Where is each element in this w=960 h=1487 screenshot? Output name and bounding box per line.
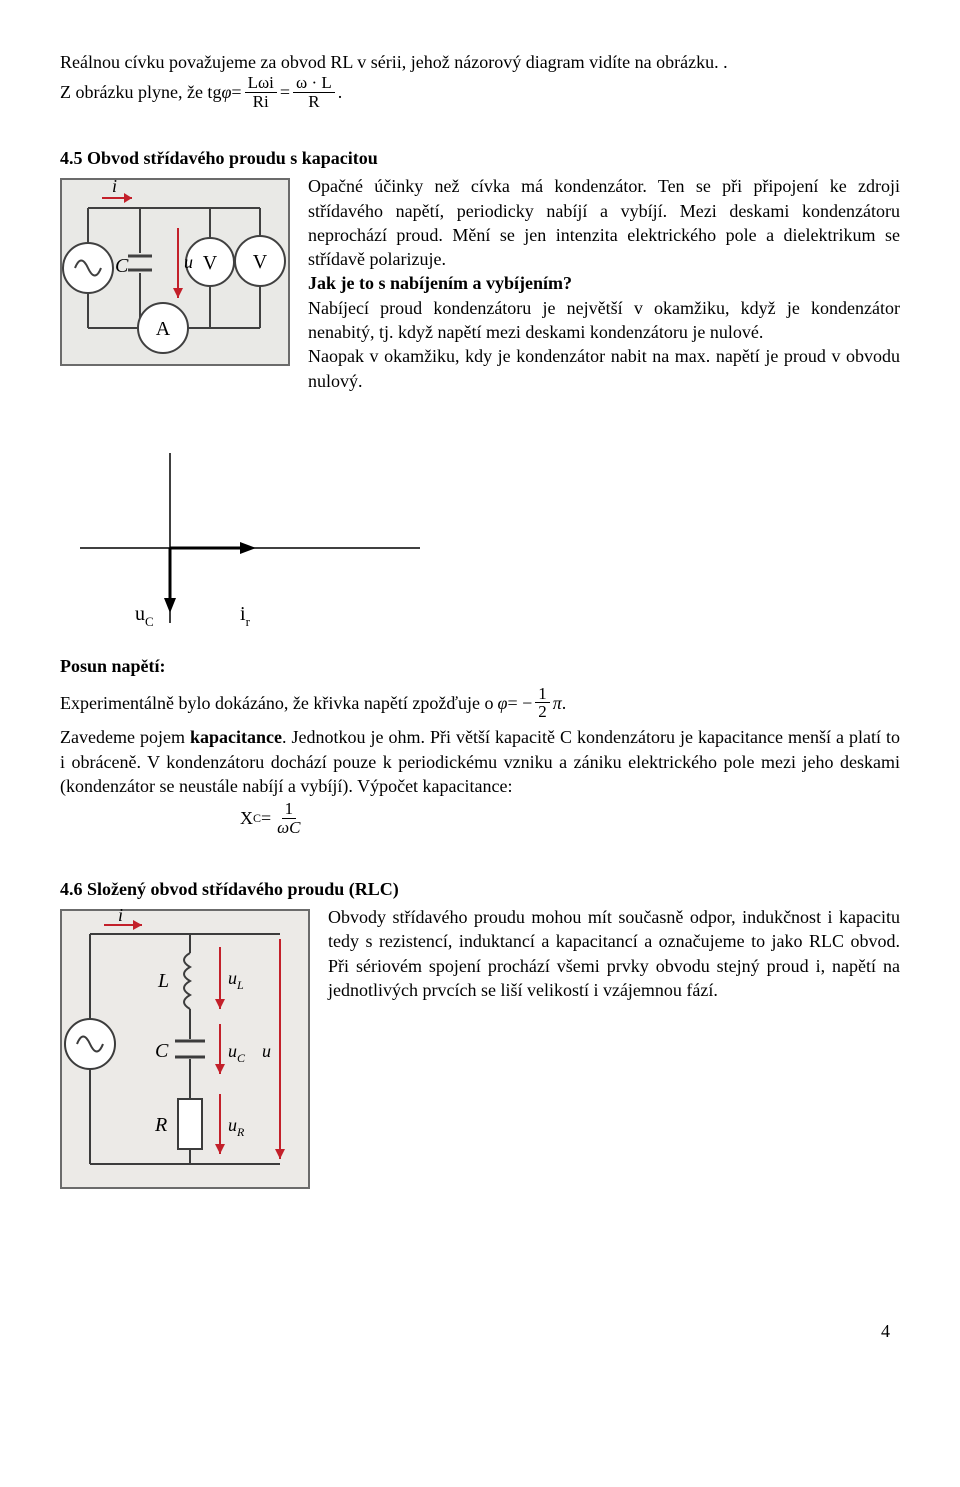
posun-body: Zavedeme pojem kapacitance. Jednotkou je…: [60, 725, 900, 798]
svg-text:V: V: [203, 252, 218, 274]
section-4-5-title: 4.5 Obvod střídavého proudu s kapacitou: [60, 146, 900, 170]
svg-text:L: L: [157, 970, 169, 992]
fraction-2: ω · L R: [293, 74, 335, 111]
svg-text:A: A: [156, 318, 171, 340]
svg-text:ir: ir: [240, 603, 251, 628]
intro-line2-prefix: Z obrázku plyne, že tg: [60, 80, 221, 104]
intro-period: .: [338, 80, 343, 104]
section-4-5-body: V A i u C V Opačné účinky než cívka má k…: [60, 174, 900, 393]
svg-text:i: i: [112, 178, 117, 196]
svg-text:C: C: [155, 1040, 169, 1062]
svg-text:R: R: [154, 1114, 167, 1136]
svg-text:u: u: [184, 252, 193, 272]
eq-sign-1: =: [231, 80, 241, 104]
sec45-body3a: Naopak v okamžiku, kdy je kondenzátor na…: [308, 346, 765, 366]
sec45-body1: Opačné účinky než cívka má kondenzátor. …: [308, 176, 900, 269]
circuit-diagram-rlc: L C R i uL uC: [60, 909, 310, 1189]
eq-sign-2: =: [280, 80, 290, 104]
fraction-1: Lωi Ri: [245, 74, 277, 111]
svg-text:u: u: [262, 1041, 271, 1061]
resistor-icon: [178, 1099, 202, 1149]
phasor-diagram: uC ir: [80, 448, 420, 628]
sec45-body2: Nabíjecí proud kondenzátoru je největší …: [308, 298, 900, 342]
xc-formula: XC = 1 ωC: [240, 800, 900, 837]
svg-text:i: i: [118, 909, 123, 925]
sec45-question: Jak je to s nabíjením a vybíjením?: [308, 273, 572, 293]
section-4-6-body: L C R i uL uC: [60, 905, 900, 1199]
section-4-6-title: 4.6 Složený obvod střídavého proudu (RLC…: [60, 877, 900, 901]
sec46-body-text: Obvody střídavého proudu mohou mít souča…: [328, 907, 900, 1000]
intro-paragraph: Reálnou cívku považujeme za obvod RL v s…: [60, 50, 900, 111]
circuit-diagram-capacitor: V A i u C V: [60, 178, 290, 366]
svg-text:V: V: [253, 251, 268, 273]
phi-symbol: φ: [221, 80, 231, 104]
posun-formula-line: Experimentálně bylo dokázáno, že křivka …: [60, 685, 900, 722]
svg-text:uC: uC: [135, 603, 154, 628]
posun-title: Posun napětí:: [60, 654, 900, 678]
intro-line1: Reálnou cívku považujeme za obvod RL v s…: [60, 52, 728, 72]
page-number: 4: [60, 1319, 900, 1343]
svg-text:C: C: [115, 255, 129, 277]
